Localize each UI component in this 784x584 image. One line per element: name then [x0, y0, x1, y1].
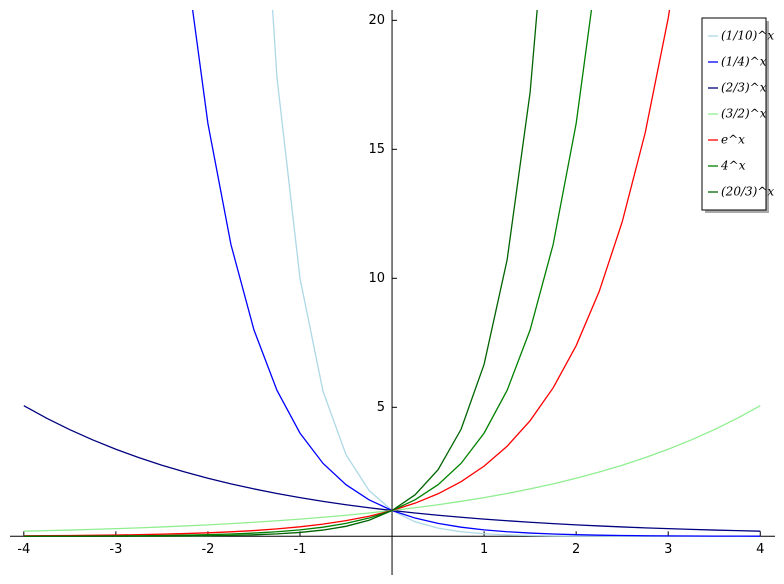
x-tick-label: 1: [480, 542, 488, 557]
x-tick-label: 3: [664, 542, 672, 557]
legend-label: 4^x: [720, 159, 746, 173]
y-tick-label: 10: [368, 271, 385, 286]
y-tick-label: 5: [377, 400, 385, 415]
x-tick-label: 4: [756, 542, 764, 557]
x-tick-label: -1: [293, 542, 306, 557]
legend-label: (3/2)^x: [721, 107, 767, 121]
legend-label: (20/3)^x: [721, 185, 774, 199]
y-tick-label: 15: [368, 142, 385, 157]
series-line: [23, 10, 538, 537]
legend: (1/10)^x (1/4)^x (2/3)^x (3/2)^x e^x 4^x (20/3…: [701, 17, 774, 213]
x-tick-label: -2: [201, 542, 214, 557]
legend-label: e^x: [721, 133, 745, 147]
legend-label: (1/4)^x: [721, 55, 767, 69]
x-tick-label: -3: [109, 542, 122, 557]
legend-label: (1/10)^x: [721, 29, 774, 43]
y-tick-label: 20: [368, 13, 385, 28]
x-tick-label: 2: [572, 542, 580, 557]
x-tick-label: -4: [17, 542, 30, 557]
legend-label: (2/3)^x: [721, 81, 767, 95]
